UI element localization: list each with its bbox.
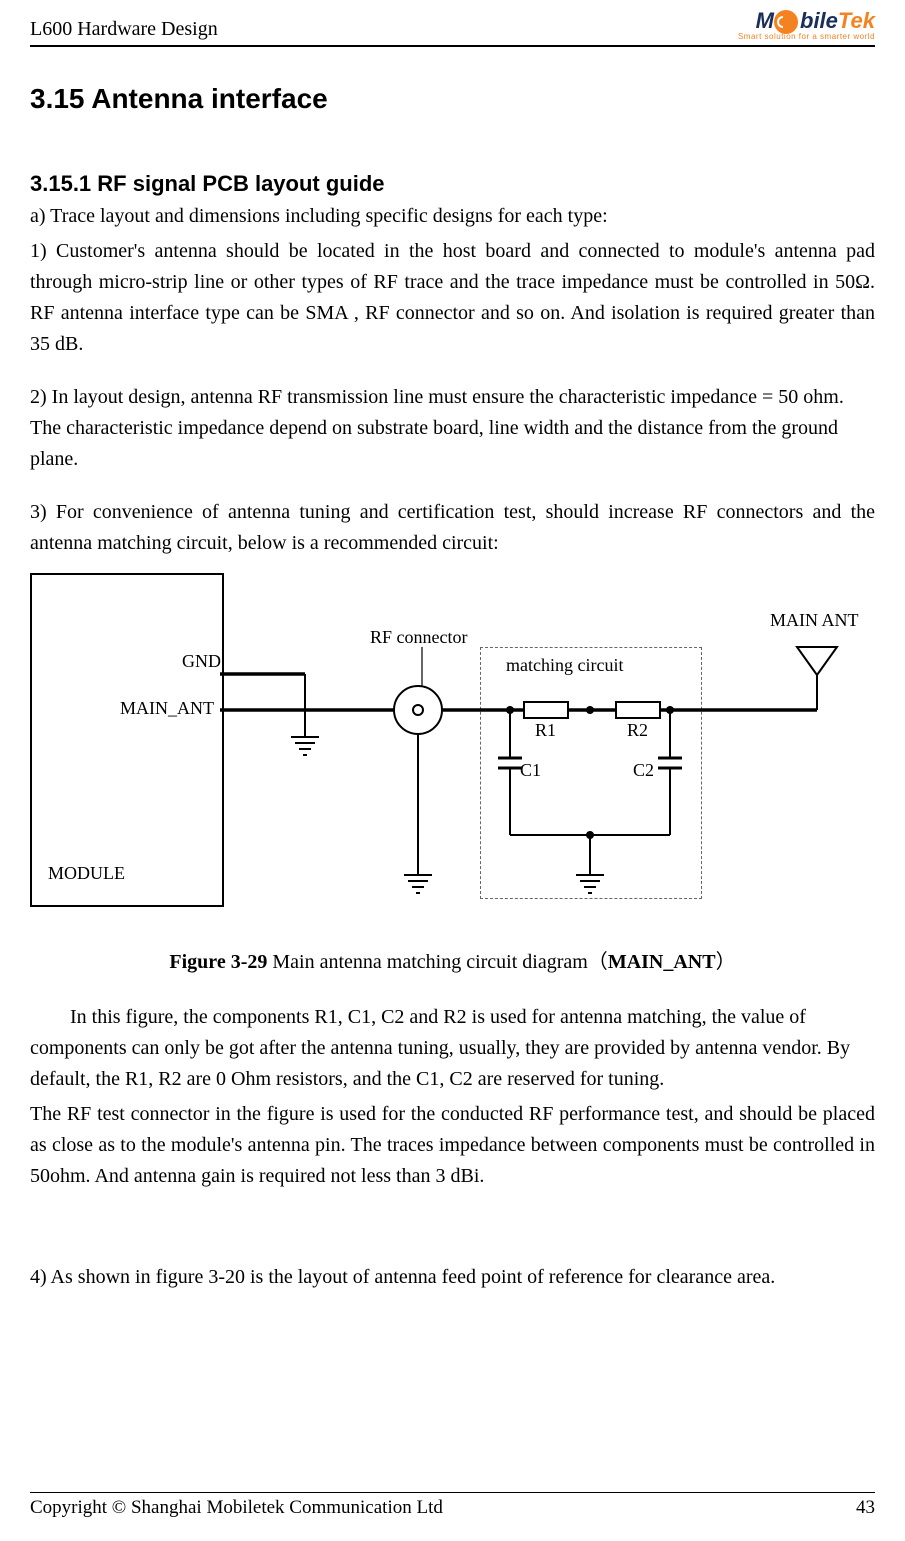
doc-title: L600 Hardware Design <box>30 18 218 41</box>
caption-tail: ） <box>716 951 736 973</box>
section-heading-1: 3.15 Antenna interface <box>30 83 875 115</box>
circuit-svg <box>30 565 875 915</box>
rf-connector-inner <box>413 705 423 715</box>
logo-tagline: Smart solution for a smarter world <box>738 32 875 41</box>
para-after-1: In this figure, the components R1, C1, C… <box>30 1002 875 1095</box>
logo-part-3: Tek <box>838 10 875 32</box>
footer-copyright: Copyright © Shanghai Mobiletek Communica… <box>30 1497 443 1519</box>
circuit-diagram: GND MAIN_ANT MODULE RF connector matchin… <box>30 565 875 915</box>
caption-prefix: Figure 3-29 <box>169 951 267 973</box>
resistor-r1 <box>524 702 568 718</box>
figure-caption: Figure 3-29 Main antenna matching circui… <box>30 945 875 974</box>
logo-text: M bile Tek <box>756 10 875 32</box>
ground-icon-match <box>576 875 604 893</box>
page-header: L600 Hardware Design M bile Tek Smart so… <box>30 0 875 47</box>
para-3: 3) For convenience of antenna tuning and… <box>30 497 875 559</box>
logo-part-2: bile <box>800 10 838 32</box>
para-2: 2) In layout design, antenna RF transmis… <box>30 382 875 475</box>
footer-page-number: 43 <box>856 1497 875 1519</box>
para-4: 4) As shown in figure 3-20 is the layout… <box>30 1262 875 1293</box>
para-a: a) Trace layout and dimensions including… <box>30 201 875 232</box>
logo-part-1: M <box>756 10 774 32</box>
ground-icon-gnd <box>291 737 319 755</box>
logo: M bile Tek Smart solution for a smarter … <box>738 10 875 41</box>
node-mid <box>586 706 594 714</box>
globe-icon <box>774 10 798 34</box>
page: L600 Hardware Design M bile Tek Smart so… <box>0 0 905 1541</box>
para-1: 1) Customer's antenna should be located … <box>30 236 875 360</box>
antenna-icon <box>797 647 837 675</box>
section-heading-2: 3.15.1 RF signal PCB layout guide <box>30 171 875 197</box>
caption-bold2: MAIN_ANT <box>608 951 716 973</box>
para-after-2: The RF test connector in the figure is u… <box>30 1099 875 1192</box>
page-footer: Copyright © Shanghai Mobiletek Communica… <box>30 1492 875 1519</box>
ground-icon-rf <box>404 875 432 893</box>
resistor-r2 <box>616 702 660 718</box>
caption-body: Main antenna matching circuit diagram（ <box>267 951 607 973</box>
